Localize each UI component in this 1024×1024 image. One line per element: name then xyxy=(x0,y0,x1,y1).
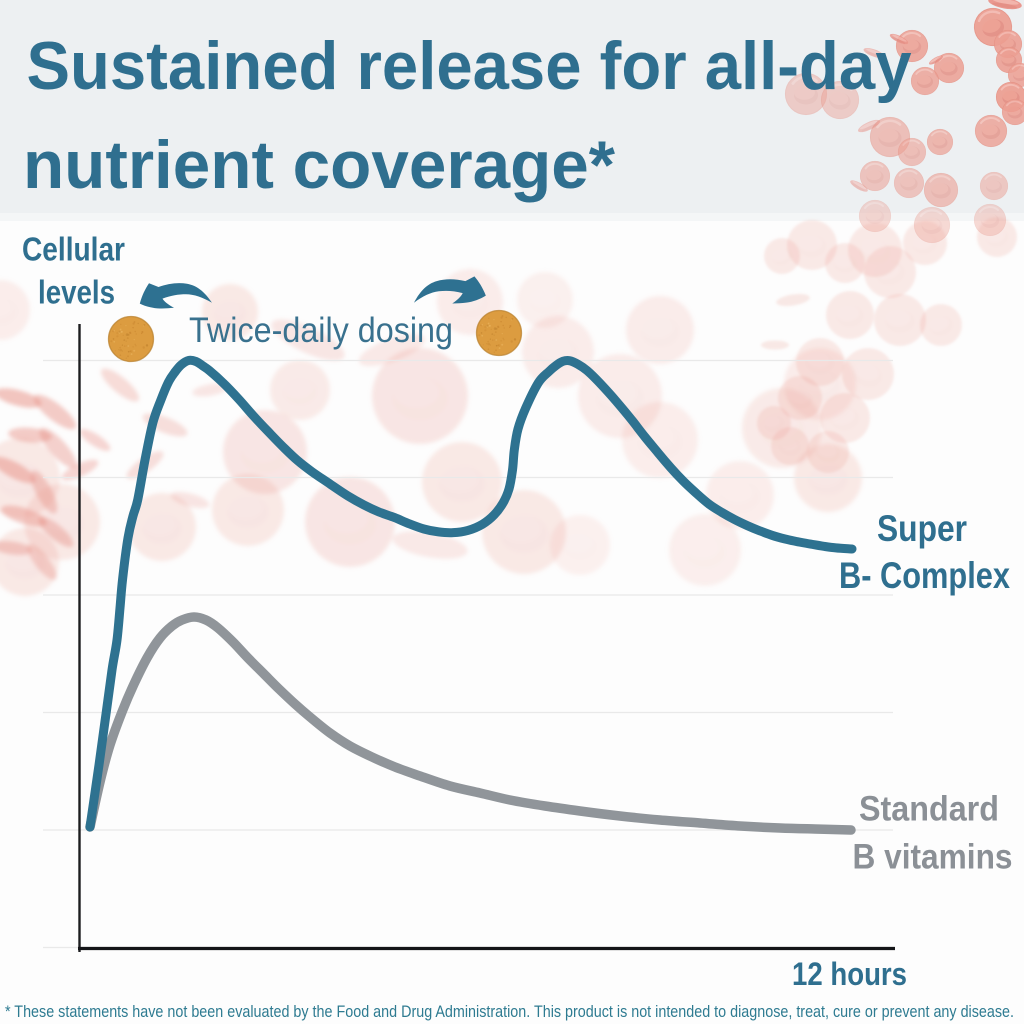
svg-text:levels: levels xyxy=(38,274,115,311)
svg-text:Super: Super xyxy=(877,508,967,549)
svg-text:Twice-daily dosing: Twice-daily dosing xyxy=(189,311,453,350)
svg-text:B vitamins: B vitamins xyxy=(853,837,1013,876)
svg-text:12 hours: 12 hours xyxy=(792,956,907,992)
svg-text:Sustained release for all-day: Sustained release for all-day xyxy=(27,28,912,104)
svg-text:Standard: Standard xyxy=(859,790,999,829)
svg-text:* These statements have not be: * These statements have not been evaluat… xyxy=(5,1003,1014,1021)
svg-text:nutrient coverage*: nutrient coverage* xyxy=(23,127,616,203)
svg-text:Cellular: Cellular xyxy=(22,232,125,269)
svg-text:B- Complex: B- Complex xyxy=(839,555,1010,596)
